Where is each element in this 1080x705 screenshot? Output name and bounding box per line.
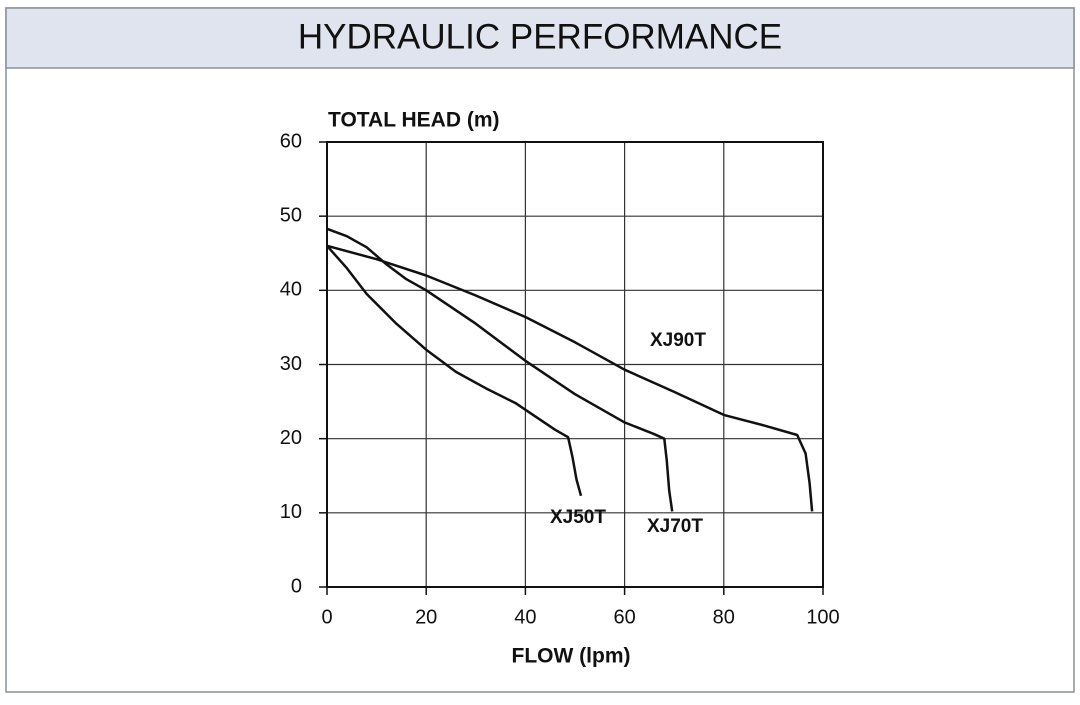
x-tick-label: 100 — [806, 606, 839, 628]
x-tick-label: 80 — [713, 606, 735, 628]
y-tick-label: 20 — [280, 427, 302, 449]
y-tick-label: 40 — [280, 279, 302, 301]
x-axis-title: FLOW (lpm) — [512, 645, 631, 668]
frame — [5, 7, 1075, 693]
y-tick-label: 30 — [280, 353, 302, 375]
header-bar — [5, 7, 1075, 69]
y-tick-label: 0 — [291, 575, 302, 597]
y-tick-label: 60 — [280, 130, 302, 152]
series-label: XJ90T — [650, 330, 706, 351]
header-title: HYDRAULIC PERFORMANCE — [298, 17, 782, 56]
x-tick-label: 20 — [415, 606, 437, 628]
curve — [326, 227, 674, 512]
y-tick-label: 10 — [280, 501, 302, 523]
series-label: XJ70T — [647, 516, 703, 537]
plot-border — [326, 141, 824, 588]
y-tick-label: 50 — [280, 204, 302, 226]
curve — [326, 244, 583, 497]
series-label: XJ50T — [550, 507, 606, 528]
y-axis-title: TOTAL HEAD (m) — [328, 109, 500, 132]
x-tick-label: 40 — [514, 606, 536, 628]
x-tick-label: 60 — [613, 606, 635, 628]
curve — [326, 244, 814, 512]
x-tick-label: 0 — [321, 606, 332, 628]
